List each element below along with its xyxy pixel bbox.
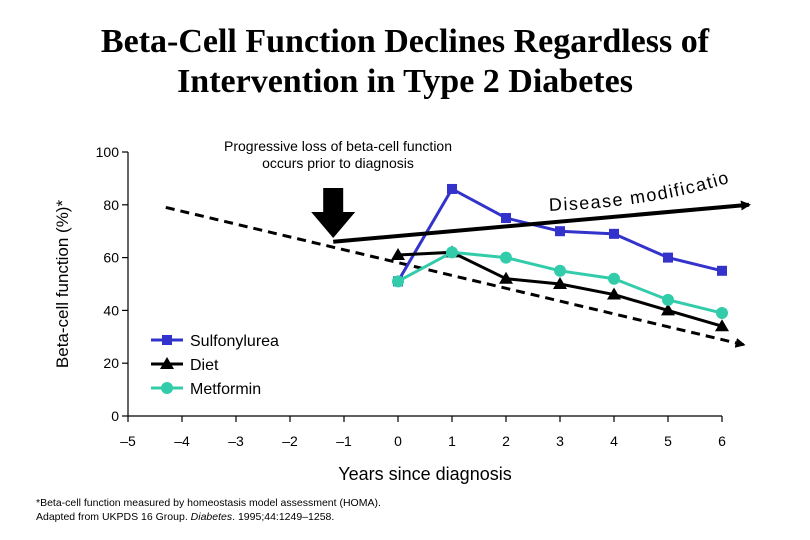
legend-marker-metformin [161,382,173,394]
point-sulfonylurea [447,183,457,194]
x-tick-label: –2 [282,433,298,449]
footnote-journal: Diabetes [190,511,233,523]
annotation-line2: occurs prior to diagnosis [262,155,414,171]
point-metformin [500,251,512,264]
point-diet [607,287,621,300]
legend-label-metformin: Metformin [190,381,261,398]
point-diet [715,319,729,332]
y-tick-label: 100 [96,144,120,160]
x-tick-label: –1 [336,433,352,449]
x-tick-label: 4 [610,433,618,449]
point-metformin [716,307,728,320]
legend: Sulfonylurea Diet Metformin [151,333,279,398]
annotation-line1: Progressive loss of beta-cell function [224,138,452,154]
legend-label-sulfonylurea: Sulfonylurea [190,333,279,350]
point-metformin [446,246,458,259]
legend-label-diet: Diet [190,357,219,374]
point-diet [553,277,567,289]
x-tick-label: –3 [228,433,244,449]
point-metformin [392,275,404,288]
x-tick-label: –5 [120,433,136,449]
chart-title-line2: Intervention in Type 2 Diabetes [177,63,633,100]
series-layer [391,183,729,332]
x-tick-label: 2 [502,433,510,449]
y-tick-label: 40 [103,302,119,318]
point-diet [391,247,405,260]
point-metformin [608,272,620,285]
footnote-line2: Adapted from UKPDS 16 Group. Diabetes. 1… [36,510,381,524]
x-tick-label: 3 [556,433,564,449]
point-sulfonylurea [663,252,673,263]
y-tick-label: 0 [111,408,119,424]
x-tick-label: 1 [448,433,456,449]
x-tick-label: 0 [394,433,402,449]
point-metformin [554,264,566,277]
y-tick-label: 60 [103,250,119,266]
point-sulfonylurea [609,228,619,239]
disease-modification-arrow [333,200,751,244]
x-axis-label: Years since diagnosis [338,464,511,484]
disease-modification-label-path: Disease modification [0,0,731,215]
chart-title: Beta-Cell Function Declines Regardless o… [0,22,810,102]
y-tick-label: 80 [103,197,119,213]
chart-title-line1: Beta-Cell Function Declines Regardless o… [100,23,710,60]
point-diet [499,271,513,284]
x-tick-label: 5 [664,433,672,449]
point-sulfonylurea [501,213,511,223]
point-diet [661,303,675,316]
point-metformin [662,293,674,306]
x-tick-label: 6 [718,433,726,449]
trend-layer [165,205,746,348]
point-sulfonylurea [717,265,727,276]
y-tick-label: 20 [103,355,119,371]
footnote-source: Adapted from UKPDS 16 Group. [36,511,188,523]
footnote: *Beta-cell function measured by homeosta… [36,496,381,524]
disease-modification-label: Disease modification [0,0,732,215]
dashed-trend-line [165,205,746,348]
point-sulfonylurea [555,226,565,237]
legend-marker-sulfonylurea [162,335,172,345]
legend-marker-diet [160,357,174,369]
y-axis-label: Beta-cell function (%)* [53,200,72,369]
footnote-line1: *Beta-cell function measured by homeosta… [36,497,381,509]
x-tick-label: –4 [174,433,190,449]
footnote-citation: . 1995;44:1249–1258. [232,511,335,523]
down-arrow-icon [311,188,356,238]
axes: 0 20 40 60 80 100 –5 –4 –3 –2 –1 0 1 2 3 4 5 6 Years since… [53,144,726,484]
